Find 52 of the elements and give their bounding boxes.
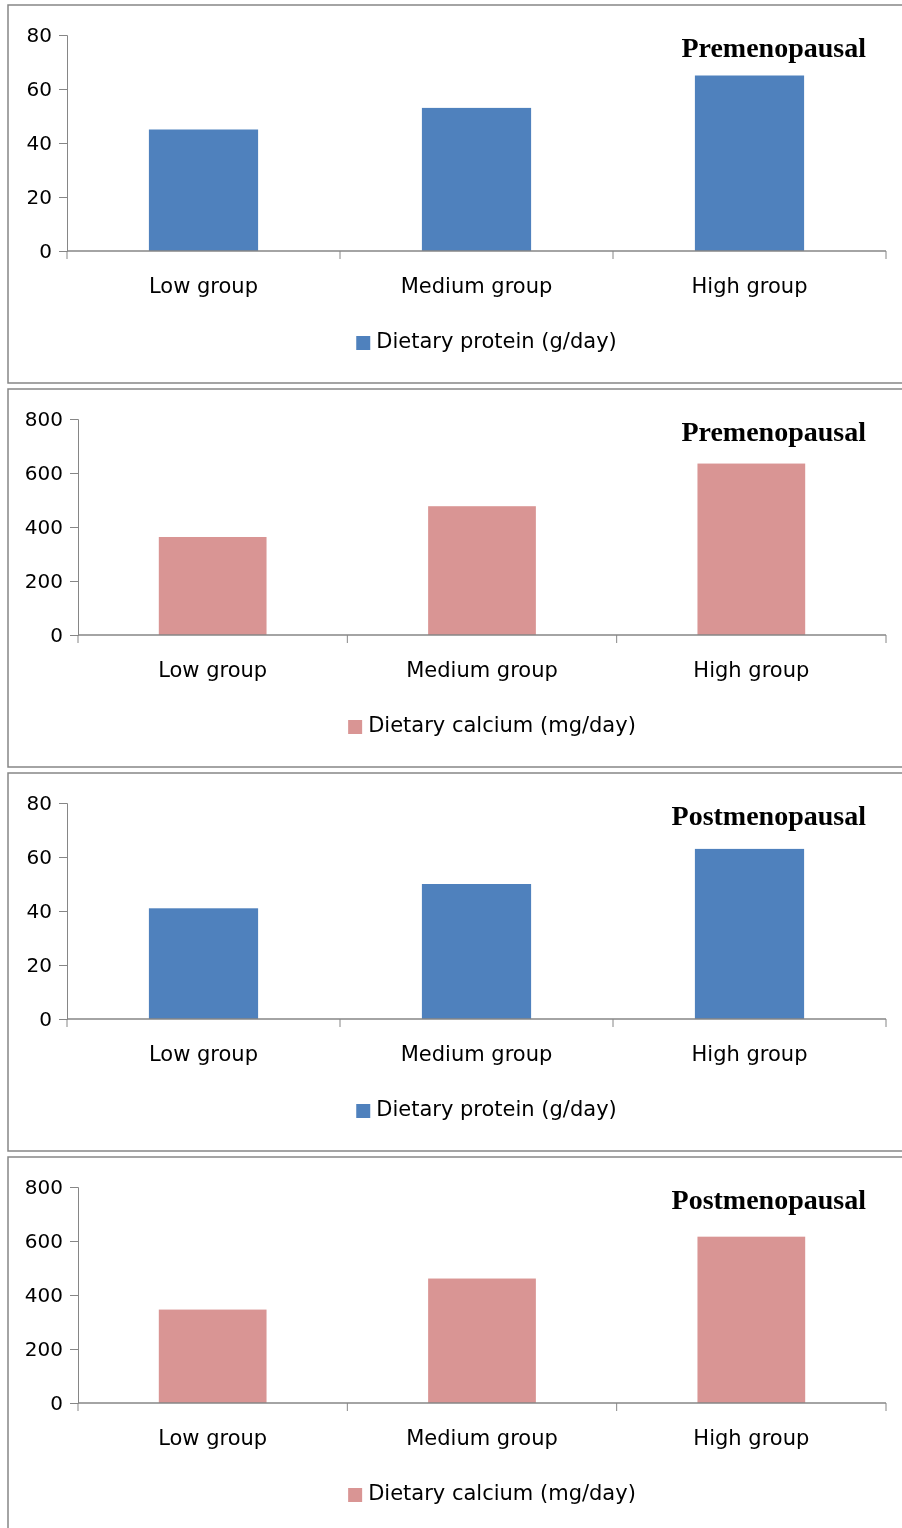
y-tick-label: 40 bbox=[26, 898, 52, 923]
bar bbox=[421, 884, 532, 1019]
x-tick-label: Low group bbox=[148, 1042, 259, 1066]
x-tick-label: Low group bbox=[158, 658, 268, 682]
bar bbox=[421, 107, 532, 251]
legend-label: Dietary calcium (mg/day) bbox=[368, 713, 636, 737]
bar bbox=[148, 129, 259, 251]
chart-title: Premenopausal bbox=[681, 32, 867, 63]
y-tick-label: 800 bbox=[24, 406, 63, 431]
bar bbox=[158, 1309, 267, 1403]
y-tick-label: 80 bbox=[26, 790, 52, 815]
x-tick-label: Low group bbox=[158, 1426, 268, 1450]
y-tick-label: 20 bbox=[26, 184, 52, 209]
legend-label: Dietary calcium (mg/day) bbox=[368, 1481, 636, 1505]
chart-title: Premenopausal bbox=[681, 416, 867, 447]
chart-title: Postmenopausal bbox=[671, 800, 867, 831]
y-tick-label: 60 bbox=[26, 76, 52, 101]
x-tick-label: Medium group bbox=[406, 658, 558, 682]
bar bbox=[694, 848, 805, 1019]
y-tick-label: 0 bbox=[39, 1006, 52, 1031]
y-tick-label: 400 bbox=[24, 1282, 63, 1307]
chart-title: Postmenopausal bbox=[671, 1184, 867, 1215]
y-tick-label: 200 bbox=[24, 1336, 63, 1361]
y-tick-label: 600 bbox=[24, 460, 63, 485]
x-tick-label: High group bbox=[693, 1426, 810, 1450]
x-tick-label: Low group bbox=[148, 274, 259, 298]
x-tick-label: High group bbox=[691, 1042, 808, 1066]
legend-label: Dietary protein (g/day) bbox=[376, 1097, 617, 1121]
x-tick-label: Medium group bbox=[400, 1042, 553, 1066]
x-tick-label: Medium group bbox=[406, 1426, 558, 1450]
y-tick-label: 40 bbox=[26, 130, 52, 155]
y-tick-label: 800 bbox=[24, 1174, 63, 1199]
bar bbox=[158, 536, 267, 635]
bar bbox=[697, 463, 806, 635]
y-tick-label: 20 bbox=[26, 952, 52, 977]
bar bbox=[428, 1278, 536, 1403]
x-tick-label: High group bbox=[693, 658, 810, 682]
y-tick-label: 200 bbox=[24, 568, 63, 593]
y-tick-label: 60 bbox=[26, 844, 52, 869]
bar bbox=[428, 506, 536, 635]
y-tick-label: 0 bbox=[50, 1390, 63, 1415]
y-tick-label: 0 bbox=[50, 622, 63, 647]
bar bbox=[148, 908, 259, 1019]
legend-label: Dietary protein (g/day) bbox=[376, 329, 617, 353]
x-tick-label: High group bbox=[691, 274, 808, 298]
y-tick-label: 80 bbox=[26, 22, 52, 47]
y-tick-label: 400 bbox=[24, 514, 63, 539]
bar bbox=[694, 75, 805, 251]
x-tick-label: Medium group bbox=[400, 274, 553, 298]
y-tick-label: 0 bbox=[39, 238, 52, 263]
y-tick-label: 600 bbox=[24, 1228, 63, 1253]
bar bbox=[697, 1236, 806, 1403]
